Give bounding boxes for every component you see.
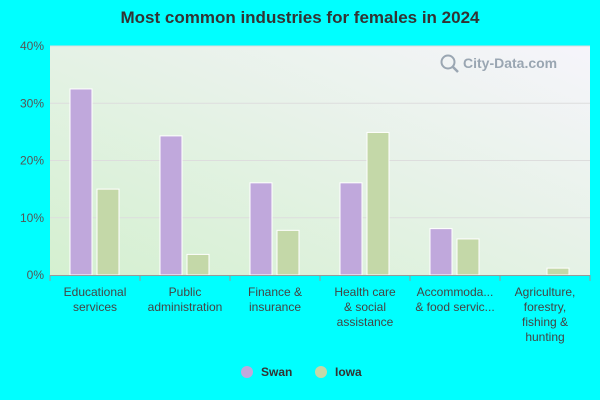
legend-swatch-swan — [241, 366, 253, 378]
watermark-icon — [440, 54, 459, 73]
bar-iowa — [276, 229, 300, 276]
legend-swatch-iowa — [315, 366, 327, 378]
bar-swan — [159, 135, 183, 276]
x-category-label: Health care & social assistance — [334, 285, 396, 329]
x-category-label: Public administration — [148, 285, 223, 314]
bar-iowa — [366, 131, 390, 276]
y-tick-label: 30% — [20, 96, 44, 110]
chart-title: Most common industries for females in 20… — [120, 8, 480, 27]
bar-iowa — [456, 238, 480, 276]
bar-swan — [339, 182, 363, 276]
watermark: City-Data.com — [440, 54, 557, 73]
y-tick-label: 20% — [20, 154, 44, 168]
y-tick-label: 0% — [27, 268, 45, 282]
bar-iowa — [96, 188, 120, 276]
watermark-text: City-Data.com — [463, 55, 557, 71]
x-category-label: Educational services — [64, 285, 127, 314]
legend-label-iowa: Iowa — [335, 365, 362, 379]
x-category-label: Finance & insurance — [248, 285, 302, 314]
bar-swan — [429, 228, 453, 276]
bar-swan — [249, 182, 273, 276]
bar-iowa — [186, 253, 210, 276]
x-category-label: Agriculture, forestry, fishing & hunting — [515, 285, 576, 344]
x-category-label: Accommoda... & food servic... — [415, 285, 494, 314]
y-tick-label: 10% — [20, 211, 44, 225]
bar-iowa — [546, 267, 570, 276]
legend-label-swan: Swan — [261, 365, 292, 379]
y-tick-label: 40% — [20, 39, 44, 53]
bar-swan — [69, 88, 93, 276]
